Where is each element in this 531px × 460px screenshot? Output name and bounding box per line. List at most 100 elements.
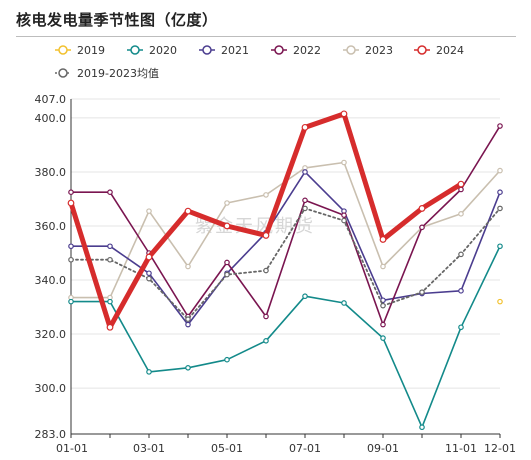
legend-label: 2023 xyxy=(365,44,393,57)
data-point-2024 xyxy=(184,207,192,215)
data-point-2023 xyxy=(380,263,386,270)
legend-item-2019-2023均值: 2019-2023均值 xyxy=(55,67,159,80)
series-line-2021 xyxy=(70,171,501,326)
data-point-2022 xyxy=(263,313,269,320)
data-point-2022 xyxy=(68,189,74,196)
legend-item-2021: 2021 xyxy=(199,44,249,57)
data-point-2024 xyxy=(223,222,231,230)
watermark: 紫金天风期货 xyxy=(195,216,315,237)
data-point-2019-2023均值 xyxy=(146,275,152,282)
data-point-2022 xyxy=(497,123,503,129)
y-tick-label: 360.0 xyxy=(35,220,67,233)
data-point-2019-2023均值 xyxy=(302,205,308,212)
series-2022 xyxy=(68,123,503,328)
data-point-2023 xyxy=(458,211,464,217)
data-point-2024 xyxy=(106,323,114,331)
legend-marker xyxy=(58,68,68,78)
data-point-2023 xyxy=(224,200,230,206)
data-point-2024 xyxy=(145,253,153,261)
data-point-2024 xyxy=(262,232,270,239)
data-point-2020 xyxy=(497,243,503,250)
x-tick-label: 07-01 xyxy=(289,442,321,455)
data-point-2020 xyxy=(458,324,464,331)
legend-label: 2019 xyxy=(77,44,105,57)
y-tick-label: 380.0 xyxy=(35,166,67,179)
data-point-2023 xyxy=(263,192,269,198)
series-2020 xyxy=(68,243,503,431)
data-point-2020 xyxy=(107,298,113,305)
data-point-2019-2023均值 xyxy=(107,256,113,263)
data-point-2019 xyxy=(497,298,503,305)
data-point-2019-2023均值 xyxy=(341,217,347,224)
data-point-2021 xyxy=(302,169,308,175)
data-point-2019-2023均值 xyxy=(68,256,74,263)
legend-marker xyxy=(202,45,212,55)
data-point-2019-2023均值 xyxy=(419,289,425,295)
series-2024 xyxy=(67,110,465,331)
legend-label: 2022 xyxy=(293,44,321,57)
data-point-2024 xyxy=(301,123,309,131)
data-point-2024 xyxy=(67,199,75,207)
data-point-2020 xyxy=(341,300,347,306)
data-point-2021 xyxy=(458,288,464,294)
data-point-2020 xyxy=(263,337,269,344)
legend-item-2023: 2023 xyxy=(343,44,393,57)
data-point-2020 xyxy=(380,335,386,341)
data-point-2022 xyxy=(341,212,347,218)
data-point-2020 xyxy=(68,298,74,305)
data-point-2020 xyxy=(146,369,152,375)
data-point-2023 xyxy=(497,167,503,174)
data-point-2021 xyxy=(146,270,152,277)
data-point-2024 xyxy=(340,110,348,118)
series-2019-2023均值 xyxy=(68,205,503,322)
series-2019 xyxy=(497,298,503,305)
legend-label: 2024 xyxy=(436,44,464,57)
data-point-2019-2023均值 xyxy=(263,267,269,274)
data-point-2019-2023均值 xyxy=(458,251,464,258)
y-tick-label: 340.0 xyxy=(35,274,67,287)
legend-marker xyxy=(346,45,356,55)
x-tick-label: 01-01 xyxy=(56,442,88,455)
x-tick-label: 11-01 xyxy=(445,442,477,455)
y-tick-label: 400.0 xyxy=(35,112,67,125)
data-point-2020 xyxy=(302,293,308,300)
grid-lines xyxy=(71,98,500,435)
legend-label: 2021 xyxy=(221,44,249,57)
data-point-2021 xyxy=(497,189,503,196)
data-point-2024 xyxy=(418,205,426,212)
data-point-2021 xyxy=(185,321,191,328)
data-point-2023 xyxy=(185,263,191,270)
data-point-2022 xyxy=(107,189,113,196)
legend: 2019 2020 2021 2022 2023 2024 2019-2023均值 xyxy=(55,44,464,80)
axes: 283.0 300.0 320.0 340.0 360.0 380.0 400.0 407.0… xyxy=(35,93,516,455)
series-line-2019-2023均值 xyxy=(70,207,501,321)
data-point-2022 xyxy=(224,259,230,266)
data-point-2024 xyxy=(457,180,465,188)
x-tick-label: 05-01 xyxy=(211,442,243,455)
chart-title: 核电发电量季节性图（亿度） xyxy=(16,11,218,29)
title-divider xyxy=(16,36,516,37)
series-line-2022 xyxy=(70,125,501,326)
data-point-2019-2023均值 xyxy=(185,316,191,322)
data-point-2021 xyxy=(68,243,74,250)
x-tick-label: 03-01 xyxy=(133,442,165,455)
data-point-2020 xyxy=(419,424,425,431)
data-point-2019-2023均值 xyxy=(224,271,230,278)
x-tick-label: 12-01 xyxy=(484,442,516,455)
data-point-2019-2023均值 xyxy=(497,205,503,212)
y-tick-label: 283.0 xyxy=(35,428,67,441)
data-point-2020 xyxy=(185,365,191,371)
legend-marker xyxy=(417,45,427,55)
legend-item-2022: 2022 xyxy=(271,44,321,57)
x-tick-label: 09-01 xyxy=(367,442,399,455)
data-point-2022 xyxy=(419,224,425,231)
legend-marker xyxy=(58,45,68,55)
data-point-2019-2023均值 xyxy=(380,302,386,309)
y-tick-label: 407.0 xyxy=(35,93,67,106)
legend-marker xyxy=(130,45,140,55)
legend-item-2019: 2019 xyxy=(55,44,105,57)
y-tick-label: 300.0 xyxy=(35,382,67,395)
data-point-2023 xyxy=(146,208,152,214)
series-2021 xyxy=(68,169,503,328)
